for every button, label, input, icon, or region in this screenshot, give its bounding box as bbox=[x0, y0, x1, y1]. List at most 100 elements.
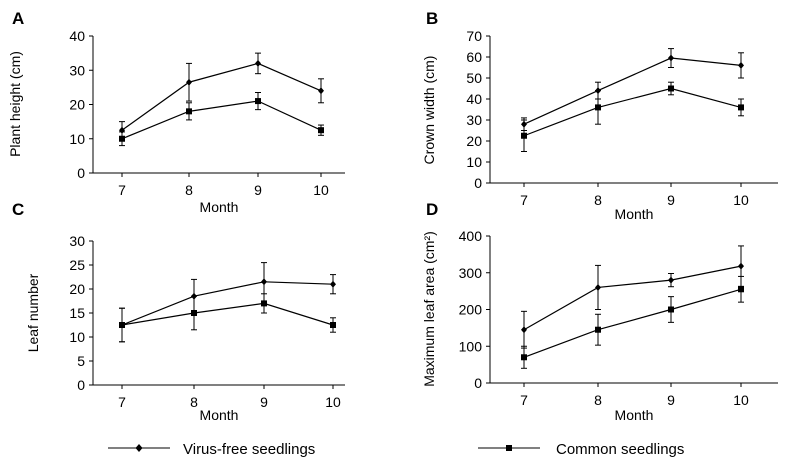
y-tick-label: 25 bbox=[69, 257, 85, 273]
panel-label: A bbox=[12, 9, 24, 28]
data-point-square bbox=[119, 322, 125, 328]
x-tick-label: 7 bbox=[118, 182, 126, 198]
y-tick-label: 40 bbox=[69, 28, 85, 44]
y-tick-label: 30 bbox=[69, 62, 85, 78]
series-line bbox=[121, 281, 334, 326]
data-point-diamond bbox=[318, 87, 324, 95]
y-tick-label: 30 bbox=[466, 112, 482, 128]
y-axis-title: Maximum leaf area (cm²) bbox=[421, 231, 437, 387]
y-tick-label: 20 bbox=[466, 133, 482, 149]
x-tick-label: 8 bbox=[594, 192, 602, 208]
y-tick-label: 30 bbox=[69, 233, 85, 249]
panel-label: B bbox=[426, 9, 438, 28]
data-point-square bbox=[521, 354, 527, 361]
series-virus-free bbox=[521, 245, 744, 349]
series-virus-free bbox=[119, 52, 324, 140]
data-point-square bbox=[261, 300, 267, 307]
x-tick-label: 9 bbox=[260, 394, 268, 410]
series-common bbox=[521, 81, 744, 152]
data-point-diamond bbox=[668, 276, 674, 284]
x-tick-label: 10 bbox=[325, 394, 341, 410]
y-tick-label: 300 bbox=[459, 265, 483, 281]
panel-c: C 0 5 10 15 20 25 30 7 8 9 10 Month Leaf number bbox=[12, 200, 345, 423]
panels: A 0 10 20 30 40 7 8 9 10 Month Plant height (cm) B 0 1… bbox=[7, 9, 778, 423]
series-common bbox=[119, 92, 324, 147]
x-tick-label: 10 bbox=[733, 392, 749, 408]
series-line bbox=[523, 87, 742, 137]
legend-item-virus-free: Virus-free seedlings bbox=[108, 441, 315, 458]
data-point-square bbox=[595, 326, 601, 333]
data-point-diamond bbox=[186, 78, 192, 86]
y-axis-title: Plant height (cm) bbox=[7, 51, 23, 157]
y-tick-label: 0 bbox=[77, 165, 85, 181]
panel-label: D bbox=[426, 200, 438, 219]
panel-d: D 0 100 200 300 400 7 8 9 10 Month Maximum leaf are… bbox=[421, 200, 778, 423]
x-tick-label: 8 bbox=[185, 182, 193, 198]
legend: Virus-free seedlings Common seedlings bbox=[108, 441, 684, 458]
series-virus-free bbox=[521, 48, 744, 131]
x-tick-label: 10 bbox=[733, 192, 749, 208]
data-point-diamond bbox=[330, 280, 336, 288]
y-tick-label: 10 bbox=[466, 154, 482, 170]
legend-marker-square bbox=[506, 445, 512, 451]
series-line bbox=[121, 302, 334, 326]
data-point-square bbox=[318, 127, 324, 134]
series-common bbox=[119, 293, 336, 343]
y-tick-label: 15 bbox=[69, 305, 85, 321]
series-line bbox=[523, 57, 742, 125]
legend-item-common: Common seedlings bbox=[478, 441, 684, 458]
y-tick-label: 200 bbox=[459, 302, 483, 318]
x-axis-title: Month bbox=[615, 206, 654, 222]
series-line bbox=[523, 265, 742, 331]
x-tick-label: 10 bbox=[313, 182, 329, 198]
data-point-square bbox=[521, 132, 527, 139]
y-tick-label: 20 bbox=[69, 281, 85, 297]
data-point-diamond bbox=[261, 278, 267, 286]
x-tick-label: 9 bbox=[667, 192, 675, 208]
y-tick-label: 5 bbox=[77, 353, 85, 369]
data-point-square bbox=[595, 104, 601, 111]
y-tick-label: 0 bbox=[474, 375, 482, 391]
data-point-square bbox=[668, 306, 674, 313]
data-point-diamond bbox=[595, 283, 601, 291]
data-point-square bbox=[668, 85, 674, 92]
x-tick-label: 9 bbox=[667, 392, 675, 408]
data-point-square bbox=[255, 98, 261, 105]
series-line bbox=[523, 288, 742, 358]
data-point-square bbox=[119, 135, 125, 142]
data-point-diamond bbox=[255, 59, 261, 67]
x-tick-label: 9 bbox=[254, 182, 262, 198]
x-axis-title: Month bbox=[200, 407, 239, 423]
y-tick-label: 10 bbox=[69, 329, 85, 345]
legend-label-virus-free: Virus-free seedlings bbox=[183, 441, 315, 458]
panel-b: B 0 10 20 30 40 50 60 70 7 8 9 10 Month Crown width (c… bbox=[421, 9, 778, 222]
x-tick-label: 8 bbox=[190, 394, 198, 410]
y-tick-label: 60 bbox=[466, 49, 482, 65]
x-axis-title: Month bbox=[200, 199, 239, 215]
y-tick-label: 20 bbox=[69, 97, 85, 113]
data-point-diamond bbox=[521, 326, 527, 334]
x-axis-title: Month bbox=[615, 407, 654, 423]
legend-marker-diamond bbox=[135, 444, 143, 452]
y-tick-label: 50 bbox=[466, 70, 482, 86]
y-tick-label: 10 bbox=[69, 131, 85, 147]
x-tick-label: 8 bbox=[594, 392, 602, 408]
data-point-diamond bbox=[738, 262, 744, 270]
series-line bbox=[121, 62, 322, 131]
y-axis-title: Crown width (cm) bbox=[421, 56, 437, 165]
series-virus-free bbox=[119, 262, 336, 343]
data-point-square bbox=[330, 322, 336, 328]
series-line bbox=[121, 100, 322, 140]
panel-a: A 0 10 20 30 40 7 8 9 10 Month Plant height (cm) bbox=[7, 9, 345, 215]
y-tick-label: 0 bbox=[77, 377, 85, 393]
y-tick-label: 70 bbox=[466, 28, 482, 44]
data-point-diamond bbox=[738, 61, 744, 69]
data-point-square bbox=[738, 104, 744, 111]
x-tick-label: 7 bbox=[520, 192, 528, 208]
data-point-square bbox=[738, 286, 744, 293]
y-tick-label: 40 bbox=[466, 91, 482, 107]
panel-label: C bbox=[12, 200, 24, 219]
x-tick-label: 7 bbox=[118, 394, 126, 410]
series-common bbox=[521, 275, 744, 369]
